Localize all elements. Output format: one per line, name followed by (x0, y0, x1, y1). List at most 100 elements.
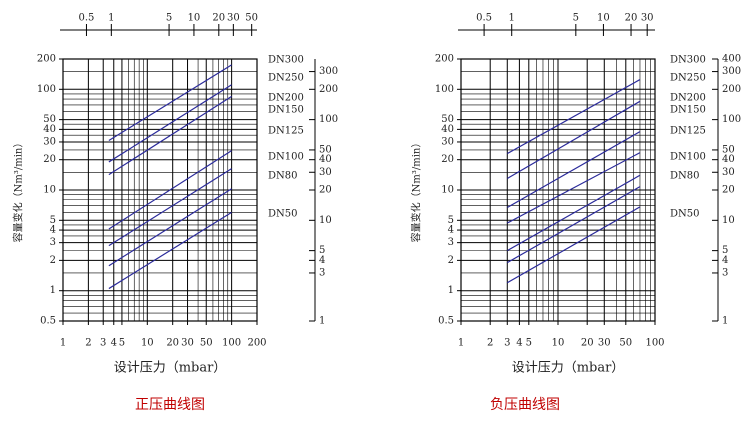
x2-tick-label: 10 (597, 13, 610, 24)
y2-tick-label: 40 (722, 154, 735, 165)
y2-tick-label: 3 (722, 267, 728, 278)
y2-tick-label: 300 (319, 66, 338, 77)
series-line (506, 131, 641, 209)
y-tick-label: 50 (43, 114, 56, 125)
y2-tick-label: 3 (319, 267, 325, 278)
x2-tick-label: 30 (227, 13, 240, 24)
x-tick-label: 10 (552, 338, 565, 349)
y2-tick-label: 30 (319, 167, 332, 178)
x-tick-label: 50 (619, 338, 632, 349)
dn-label: DN150 (670, 105, 706, 116)
y2-tick-label: 1 (722, 316, 728, 327)
y2-tick-label: 100 (722, 114, 741, 125)
x-tick-label: 200 (247, 338, 266, 349)
y-tick-label: 20 (43, 154, 56, 165)
x2-tick-label: 1 (509, 13, 515, 24)
x-axis-label: 设计压力（mbar） (512, 361, 625, 376)
x2-tick-label: 20 (212, 13, 225, 24)
x-tick-label: 2 (85, 338, 91, 349)
series-line (108, 150, 232, 230)
y-tick-label: 50 (441, 114, 454, 125)
x-tick-label: 1 (458, 338, 464, 349)
dn-label: DN50 (670, 209, 700, 220)
y-tick-label: 2 (50, 255, 56, 266)
dn-label: DN50 (268, 209, 298, 220)
y-tick-label: 20 (441, 154, 454, 165)
series-line (506, 79, 641, 155)
series-line (108, 64, 232, 142)
y2-tick-label: 200 (319, 84, 338, 95)
y2-tick-label: 200 (722, 84, 741, 95)
y-axis-label: 容量变化（Nm³/min） (12, 138, 25, 243)
x2-tick-label: 50 (245, 13, 258, 24)
y2-tick-label: 20 (319, 185, 332, 196)
y2-tick-label: 50 (319, 144, 332, 155)
series-line (108, 168, 232, 247)
x-tick-label: 3 (100, 338, 106, 349)
x-tick-label: 5 (526, 338, 532, 349)
y2-tick-label: 4 (319, 255, 325, 266)
dn-label: DN125 (670, 126, 706, 137)
x-tick-label: 20 (581, 338, 594, 349)
y-tick-label: 0.5 (438, 316, 454, 327)
y-tick-label: 0.5 (40, 316, 56, 327)
x2-tick-label: 5 (166, 13, 172, 24)
y-tick-label: 1 (448, 285, 454, 296)
x2-tick-label: 0.5 (79, 13, 95, 24)
series-line (108, 84, 232, 163)
x-tick-label: 4 (111, 338, 117, 349)
dn-label: DN100 (670, 152, 706, 163)
y2-tick-label: 5 (722, 245, 728, 256)
y2-tick-label: 100 (319, 114, 338, 125)
dn-label: DN200 (268, 93, 304, 104)
series-line (506, 152, 641, 224)
y2-tick-label: 50 (722, 144, 735, 155)
y-tick-label: 200 (435, 54, 454, 65)
y2-tick-label: 300 (722, 66, 741, 77)
dn-label: DN300 (268, 55, 304, 66)
x-tick-label: 10 (141, 338, 154, 349)
dn-label: DN80 (268, 171, 298, 182)
dn-label: DN125 (268, 126, 304, 137)
dn-label: DN200 (670, 93, 706, 104)
y2-tick-label: 20 (722, 185, 735, 196)
x-tick-label: 5 (119, 338, 125, 349)
x2-tick-label: 1 (108, 13, 114, 24)
y-tick-label: 30 (441, 136, 454, 147)
series-line (506, 186, 641, 264)
x2-tick-label: 10 (188, 13, 201, 24)
x-tick-label: 100 (222, 338, 241, 349)
x-tick-label: 2 (487, 338, 493, 349)
y2-tick-label: 4 (722, 255, 728, 266)
y2-tick-label: 5 (319, 245, 325, 256)
x-tick-label: 30 (181, 338, 194, 349)
dn-label: DN80 (670, 171, 700, 182)
x-tick-label: 30 (598, 338, 611, 349)
y-tick-label: 4 (50, 225, 56, 236)
y2-tick-label: 1 (319, 316, 325, 327)
x-tick-label: 100 (645, 338, 664, 349)
dn-label: DN300 (670, 55, 706, 66)
series-line (108, 188, 232, 267)
x2-tick-label: 5 (573, 13, 579, 24)
y-tick-label: 5 (448, 215, 454, 226)
x-tick-label: 4 (516, 338, 522, 349)
y-tick-label: 40 (441, 124, 454, 135)
dn-label: DN250 (268, 73, 304, 84)
y2-tick-label: 400 (722, 54, 741, 65)
y-tick-label: 100 (37, 84, 56, 95)
chart-title: 负压曲线图 (490, 397, 560, 413)
y-tick-label: 40 (43, 124, 56, 135)
x-tick-label: 1 (60, 338, 66, 349)
y-tick-label: 10 (43, 185, 56, 196)
y2-tick-label: 40 (319, 154, 332, 165)
series-line (108, 95, 232, 176)
x-tick-label: 20 (166, 338, 179, 349)
series-line (506, 174, 641, 252)
dn-label: DN150 (268, 105, 304, 116)
x-tick-label: 50 (200, 338, 213, 349)
x-axis-label: 设计压力（mbar） (114, 361, 227, 376)
y2-tick-label: 10 (722, 215, 735, 226)
series-line (506, 206, 641, 284)
